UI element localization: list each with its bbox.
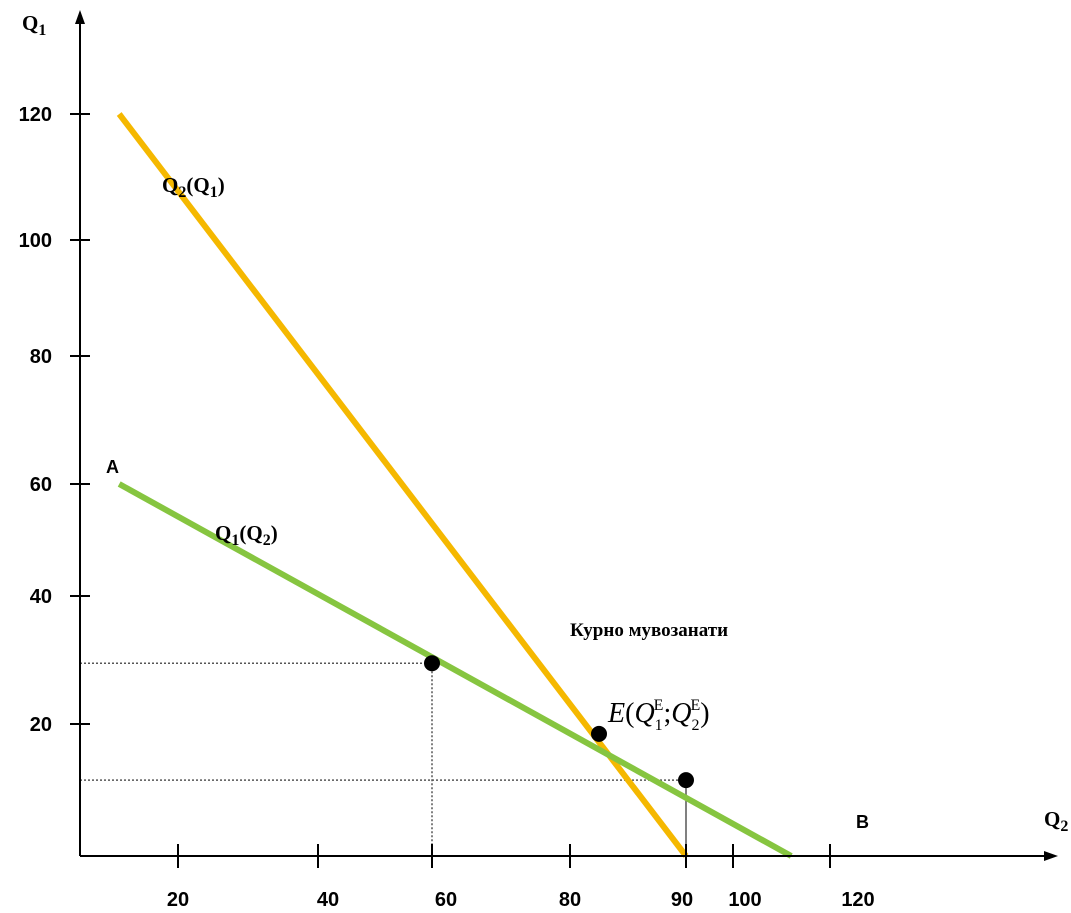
x-tick-label-40: 40 bbox=[317, 889, 339, 911]
x-axis-arrow-icon bbox=[1044, 851, 1058, 861]
reaction-curves bbox=[116, 112, 793, 859]
series-label-q2-of-q1: Q2(Q1) bbox=[162, 173, 225, 201]
y-axis-title: Q1 bbox=[22, 11, 46, 39]
point-label-a: A bbox=[106, 457, 119, 477]
marker-1 bbox=[591, 725, 607, 742]
series-label-q1-of-q2: Q1(Q2) bbox=[215, 521, 278, 549]
data-markers bbox=[424, 655, 694, 789]
x-tick-label-90: 90 bbox=[671, 889, 693, 911]
point-label-b: B bbox=[856, 812, 869, 832]
y-axis-ticks: 20 40 60 80 100 120 bbox=[19, 104, 90, 736]
y-axis-arrow-icon bbox=[75, 10, 85, 24]
x-tick-label-60: 60 bbox=[435, 889, 457, 911]
marker-0 bbox=[424, 655, 440, 672]
series-line-1 bbox=[117, 481, 793, 859]
equilibrium-title: Курно мувозанати bbox=[570, 620, 728, 641]
y-tick-label-40: 40 bbox=[30, 586, 52, 608]
x-axis-title: Q2 bbox=[1044, 807, 1068, 835]
x-tick-label-20: 20 bbox=[167, 889, 189, 911]
x-tick-label-100: 100 bbox=[728, 889, 761, 911]
marker-2 bbox=[678, 772, 694, 789]
y-tick-label-60: 60 bbox=[30, 474, 52, 496]
x-tick-label-80: 80 bbox=[559, 889, 581, 911]
x-axis-ticks: 20 40 60 80 90 100 120 bbox=[167, 844, 875, 911]
guide-lines bbox=[80, 662, 687, 856]
x-tick-label-120: 120 bbox=[841, 889, 874, 911]
y-tick-label-80: 80 bbox=[30, 346, 52, 368]
y-tick-label-120: 120 bbox=[19, 104, 52, 126]
y-tick-label-100: 100 bbox=[19, 230, 52, 252]
series-line-0 bbox=[116, 112, 689, 858]
equilibrium-label: E(Q1E;Q2E) bbox=[607, 697, 710, 734]
y-tick-label-20: 20 bbox=[30, 714, 52, 736]
